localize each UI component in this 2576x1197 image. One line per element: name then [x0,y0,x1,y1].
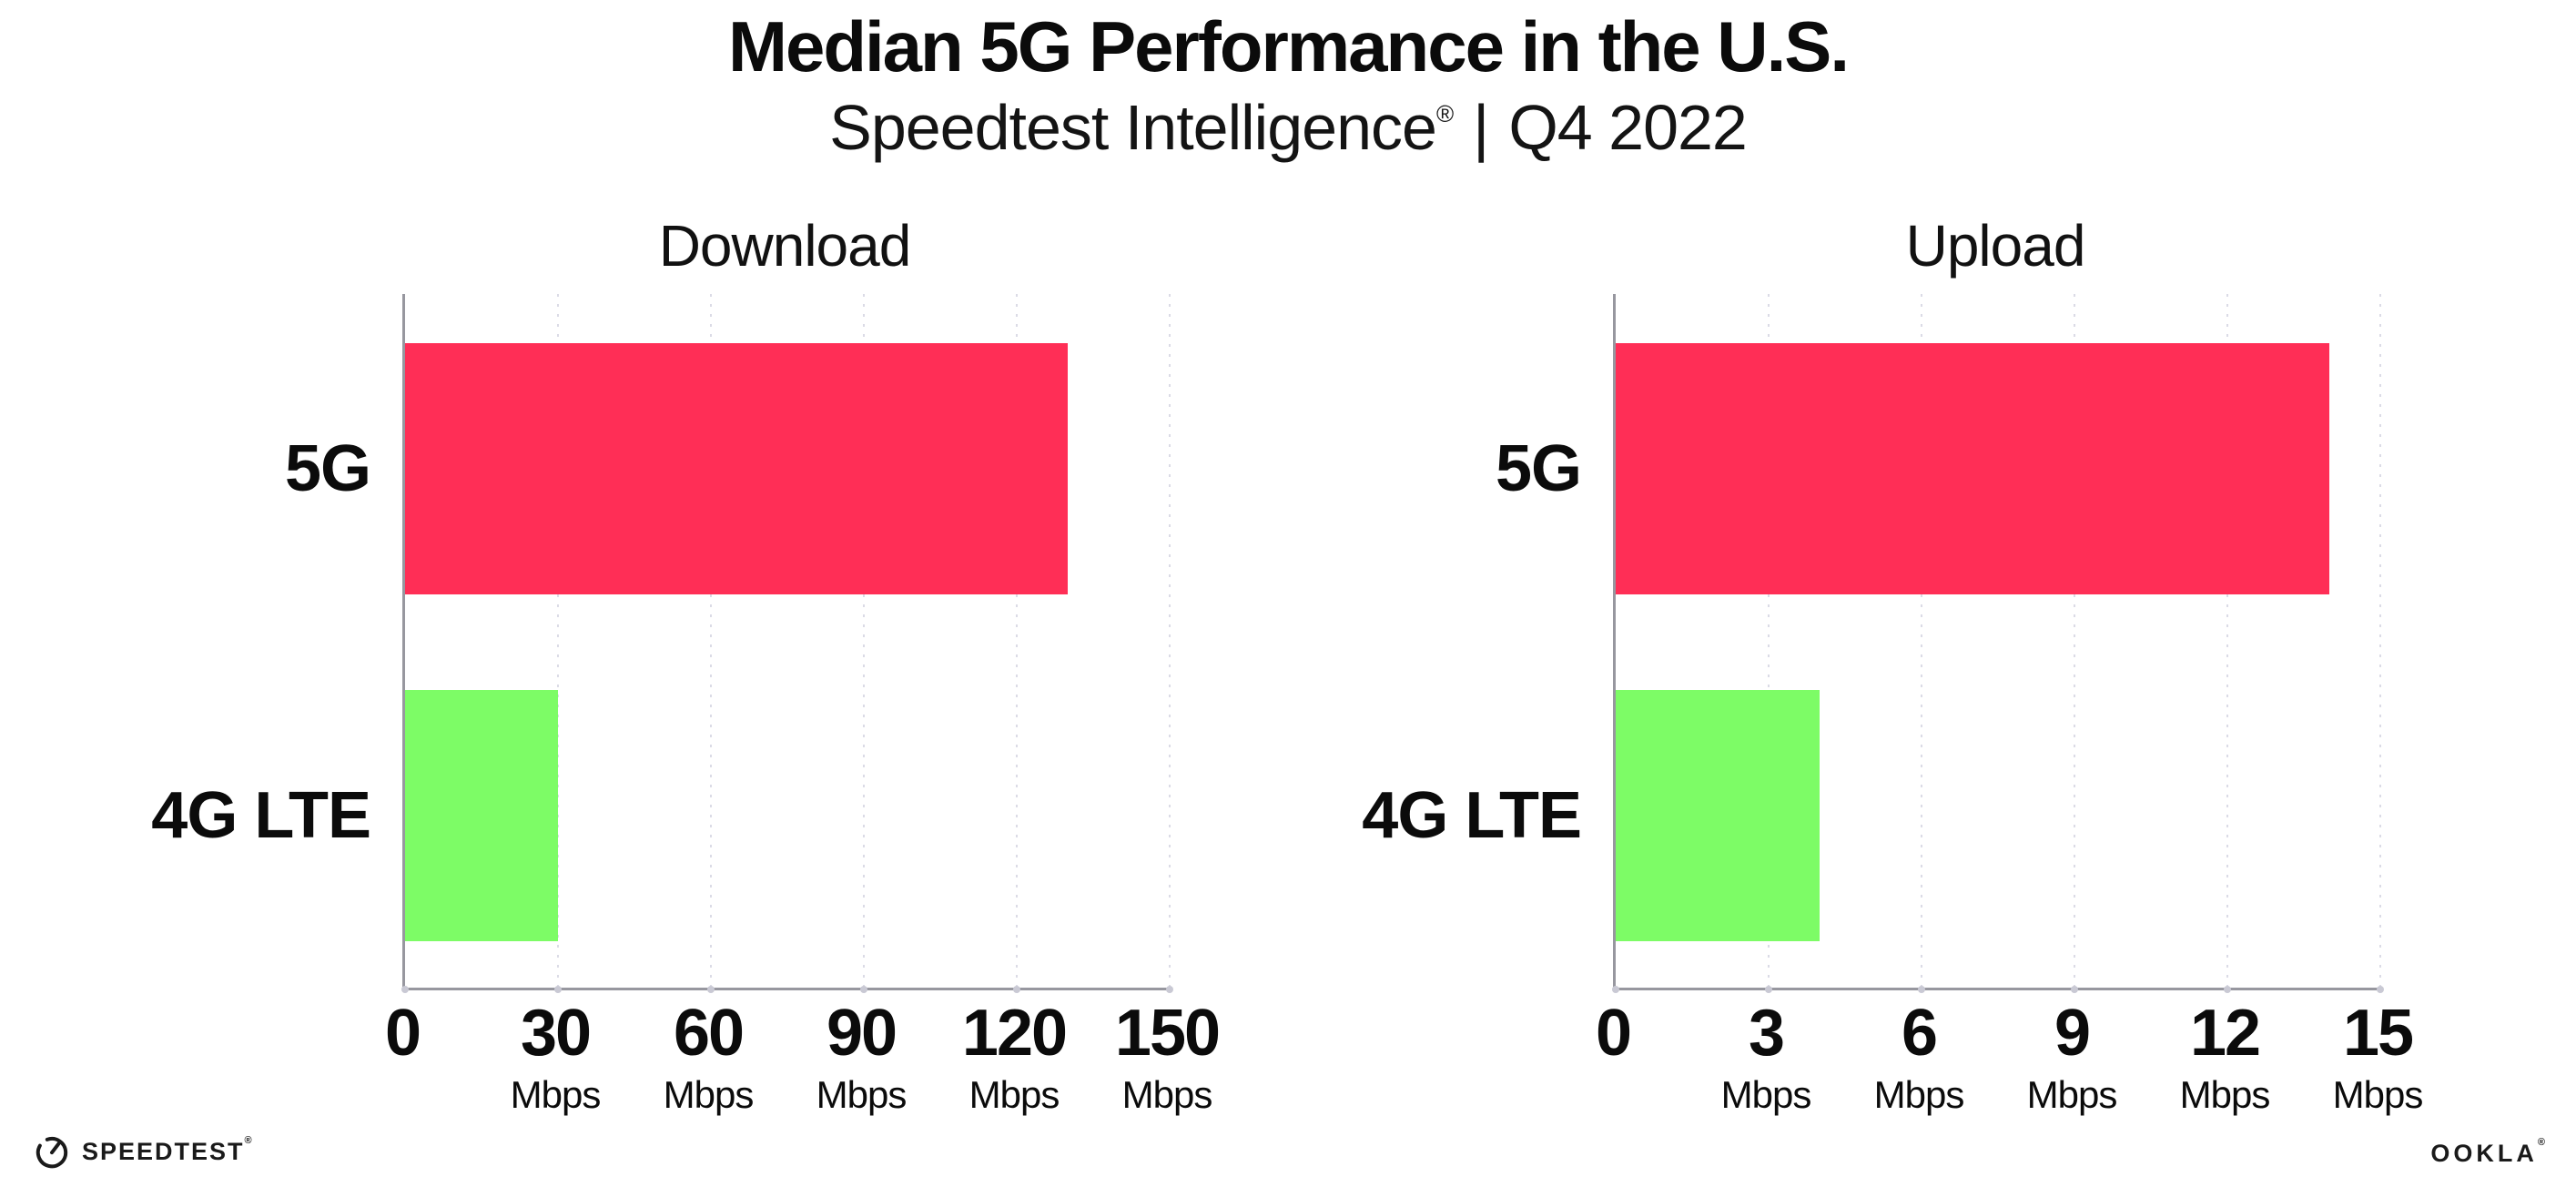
axis-tick-dot-150 [1166,986,1173,993]
x-tick-value: 90 [826,997,898,1070]
gridline-3 [1768,294,1770,988]
x-tick-unit: Mbps [1873,1073,1965,1117]
x-tick-value: 0 [1595,997,1632,1070]
x-tick-6: 6 Mbps [1873,997,1965,1117]
ookla-wordmark: OOKLA [2430,1140,2538,1167]
x-tick-90: 90 Mbps [816,997,908,1117]
subtitle-divider: | [1473,92,1489,163]
x-tick-0: 0 [384,997,421,1070]
axis-tick-dot-60 [707,986,715,993]
chart-upload: Upload 5G 4G LTE 0 3 Mbps 6 Mbps 9 Mbps 12 Mbps 15… [1362,212,2423,1195]
page-subtitle: Speedtest Intelligence® | Q4 2022 [0,91,2576,164]
category-label-4g-lte: 4G LTE [1362,779,1582,853]
x-tick-3: 3 Mbps [1720,997,1812,1117]
x-axis-ticks-upload: 0 3 Mbps 6 Mbps 9 Mbps 12 Mbps 15 Mbps [1596,997,2423,1148]
axis-tick-dot-3 [1765,986,1772,993]
x-tick-120: 120 Mbps [961,997,1068,1117]
speedtest-gauge-icon [35,1137,68,1169]
axis-tick-dot-15 [2377,986,2384,993]
category-label-5g: 5G [284,432,371,506]
bar-4g-lte [405,690,558,941]
axis-tick-dot-0 [1612,986,1619,993]
gridline-120 [1016,294,1018,988]
speedtest-wordmark: SPEEDTEST® [82,1134,254,1165]
axis-tick-dot-90 [860,986,867,993]
x-tick-unit: Mbps [2179,1073,2271,1117]
x-tick-value: 15 [2342,997,2414,1070]
bar-4g-lte [1616,690,1820,941]
gridline-30 [557,294,559,988]
x-tick-unit: Mbps [2332,1073,2424,1117]
speedtest-logo: SPEEDTEST® [33,1132,254,1171]
gridline-90 [863,294,865,988]
bar-5g [1616,343,2329,594]
axis-tick-dot-30 [554,986,562,993]
x-tick-value: 12 [2189,997,2261,1070]
x-tick-value: 150 [1114,997,1221,1070]
plot-area-download: 5G 4G LTE [151,294,1173,993]
axis-tick-dot-120 [1013,986,1020,993]
chart-download: Download 5G 4G LTE 0 30 Mbps 60 Mbps 90 Mbps 120… [151,212,1221,1195]
x-tick-value: 9 [2054,997,2091,1070]
x-tick-150: 150 Mbps [1114,997,1221,1117]
x-tick-60: 60 Mbps [663,997,755,1117]
x-tick-30: 30 Mbps [510,997,602,1117]
x-tick-value: 120 [961,997,1068,1070]
bar-5g [405,343,1068,594]
axis-tick-dot-9 [2071,986,2078,993]
gridline-150 [1169,294,1171,988]
x-tick-unit: Mbps [510,1073,602,1117]
chart-title-upload: Upload [1905,213,2086,279]
gridline-9 [2074,294,2075,988]
axis-tick-dot-12 [2224,986,2231,993]
x-tick-9: 9 Mbps [2026,997,2118,1117]
x-tick-value: 0 [384,997,421,1070]
gridline-12 [2226,294,2228,988]
x-tick-unit: Mbps [816,1073,908,1117]
gridline-60 [710,294,712,988]
ookla-trademark: ® [2537,1137,2545,1148]
ookla-logo: OOKLA® [2430,1137,2545,1168]
x-tick-12: 12 Mbps [2179,997,2271,1117]
chart-title-download: Download [658,213,912,279]
x-tick-value: 30 [520,997,592,1070]
x-tick-unit: Mbps [969,1073,1060,1117]
page-title: Median 5G Performance in the U.S. [728,6,1850,86]
speedtest-trademark: ® [244,1134,254,1146]
x-tick-15: 15 Mbps [2332,997,2424,1117]
category-label-4g-lte: 4G LTE [151,779,371,853]
x-tick-value: 60 [673,997,745,1070]
subtitle-period: Q4 2022 [1508,92,1748,163]
registered-mark: ® [1435,99,1454,127]
x-tick-unit: Mbps [1121,1073,1213,1117]
gridline-6 [1921,294,1922,988]
x-tick-unit: Mbps [2026,1073,2118,1117]
x-tick-0: 0 [1595,997,1632,1070]
gridline-15 [2379,294,2381,988]
axis-tick-dot-6 [1918,986,1925,993]
x-tick-unit: Mbps [663,1073,755,1117]
category-label-5g: 5G [1495,432,1582,506]
x-tick-unit: Mbps [1720,1073,1812,1117]
axis-tick-dot-0 [401,986,409,993]
subtitle-brand: Speedtest Intelligence [829,92,1437,163]
plot-area-upload: 5G 4G LTE [1362,294,2384,993]
x-axis-ticks-download: 0 30 Mbps 60 Mbps 90 Mbps 120 Mbps 150 Mbps [385,997,1221,1148]
x-tick-value: 6 [1901,997,1938,1070]
x-tick-value: 3 [1748,997,1785,1070]
